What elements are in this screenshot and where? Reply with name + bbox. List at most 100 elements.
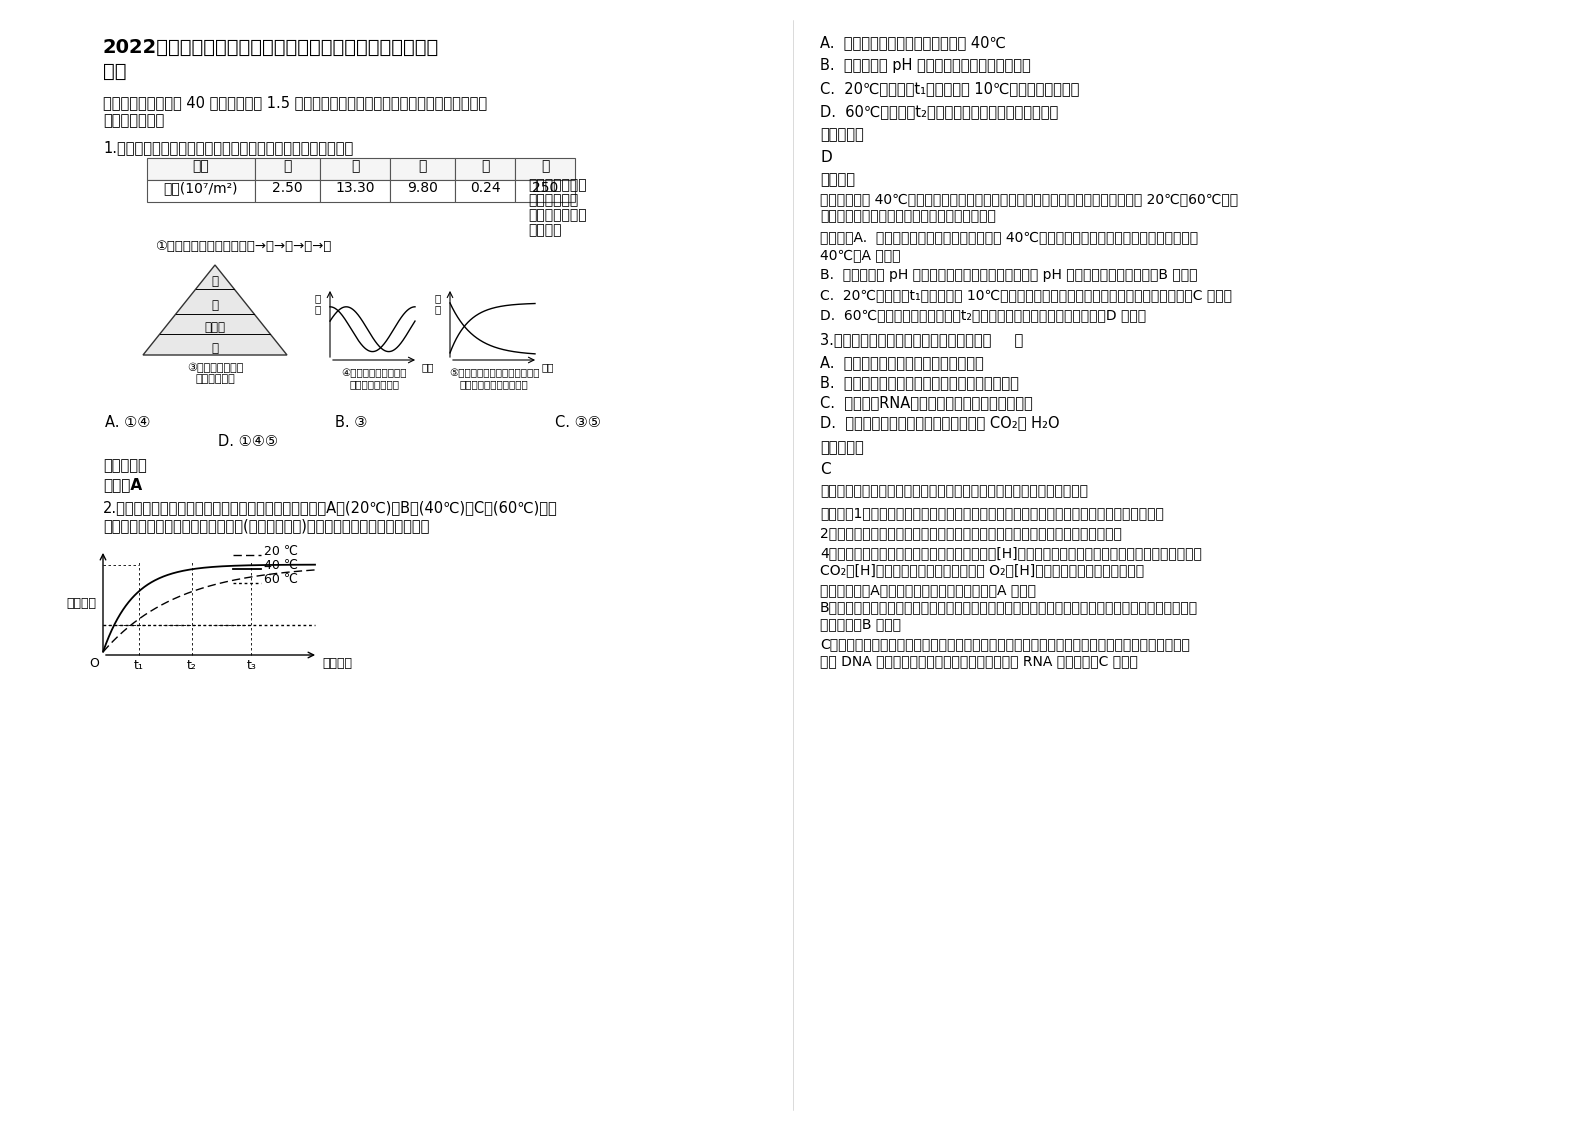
Text: 2、细胞周期：连续分裂的细胞，从一次分裂完成时开始到下次分裂完成时为止。: 2、细胞周期：连续分裂的细胞，从一次分裂完成时开始到下次分裂完成时为止。 [820, 526, 1122, 540]
40 [286, 558, 305, 571]
Text: 乙与丙可能的关系示意图: 乙与丙可能的关系示意图 [460, 379, 528, 389]
60 [94, 618, 113, 632]
Text: 做出的一些分: 做出的一些分 [528, 193, 578, 206]
Text: 0.24: 0.24 [470, 181, 500, 195]
Text: 【详解】A.  实验结果表明在三组设定的温度中 40℃时酶活性最高，但不能说明酶的最适温度是: 【详解】A. 实验结果表明在三组设定的温度中 40℃时酶活性最高，但不能说明酶的… [820, 230, 1198, 243]
Text: 250: 250 [532, 181, 559, 195]
Text: 乙: 乙 [351, 159, 359, 173]
FancyBboxPatch shape [321, 180, 390, 202]
Text: B、神经细胞内的化学成分可以不断更新，但神经细胞是高度分化的细胞，不能进行有丝分裂，故没有: B、神经细胞内的化学成分可以不断更新，但神经细胞是高度分化的细胞，不能进行有丝分… [820, 600, 1198, 614]
Text: 甲: 甲 [211, 298, 219, 312]
Text: t₃: t₃ [246, 659, 257, 672]
20 [94, 644, 113, 657]
Text: A.  实验结果表明该酶的最适温度是 40℃: A. 实验结果表明该酶的最适温度是 40℃ [820, 35, 1006, 50]
Text: C、叶绻体是光合作用的场所，在叶绻体中通过光合作用可把二氧化碳和水合成为葡萄糖，叶绻体中: C、叶绻体是光合作用的场所，在叶绻体中通过光合作用可把二氧化碳和水合成为葡萄糖，… [820, 637, 1190, 651]
Text: D: D [820, 150, 832, 165]
20 [219, 574, 238, 588]
40 [305, 558, 324, 571]
Text: O: O [89, 657, 98, 670]
FancyBboxPatch shape [455, 158, 516, 180]
FancyBboxPatch shape [390, 180, 455, 202]
Text: 时间: 时间 [541, 362, 554, 373]
Text: 定各组在不同反应时间内的产物浓度(其他条件相同)，结果如图。下列分析正确的是: 定各组在不同反应时间内的产物浓度(其他条件相同)，结果如图。下列分析正确的是 [103, 518, 430, 533]
Text: 数
量: 数 量 [314, 293, 321, 314]
40 [94, 645, 113, 659]
Text: 参考答案：: 参考答案： [103, 458, 146, 473]
Text: 数
量: 数 量 [435, 293, 441, 314]
FancyBboxPatch shape [455, 180, 516, 202]
Text: 【考点】细胞器中其他器官的主要功能：线粒体、叶绻体的结构和功能。: 【考点】细胞器中其他器官的主要功能：线粒体、叶绻体的结构和功能。 [820, 484, 1089, 498]
Text: D.  60℃条件下，酶已经失活，t₂时增加底物的量不会改变产物浓度，D 正确。: D. 60℃条件下，酶已经失活，t₂时增加底物的量不会改变产物浓度，D 正确。 [820, 309, 1146, 322]
20 [224, 573, 243, 587]
60 [94, 618, 113, 632]
Text: ⑤该生态系统中除去甲和丁后，: ⑤该生态系统中除去甲和丁后， [449, 368, 540, 378]
Text: CO₂和[H]，释放少量能量；第三阶段是 O₂和[H]反应生成水，释放大量能量。: CO₂和[H]，释放少量能量；第三阶段是 O₂和[H]反应生成水，释放大量能量。 [820, 563, 1144, 577]
FancyBboxPatch shape [516, 158, 574, 180]
FancyBboxPatch shape [256, 158, 321, 180]
Text: 【分析】1、内质网是某些大分子物质的运输通道；加工蛋白质；与糖类、脂质的合成有关。: 【分析】1、内质网是某些大分子物质的运输通道；加工蛋白质；与糖类、脂质的合成有关… [820, 506, 1163, 519]
FancyBboxPatch shape [148, 158, 256, 180]
Text: t₁: t₁ [135, 659, 144, 672]
60 [286, 618, 305, 632]
Text: 甲: 甲 [284, 159, 292, 173]
Text: C. ③⑤: C. ③⑤ [555, 415, 601, 430]
FancyBboxPatch shape [148, 180, 256, 202]
Text: 2.50: 2.50 [273, 181, 303, 195]
Text: 丙: 丙 [419, 159, 427, 173]
Text: 戊: 戊 [211, 342, 219, 356]
Text: 参考答案：: 参考答案： [820, 127, 863, 142]
Text: 种群: 种群 [192, 159, 209, 173]
Text: 13.30: 13.30 [335, 181, 375, 195]
Text: D.  60℃条件下，t₂时增加底物的量不会改变产物浓度: D. 60℃条件下，t₂时增加底物的量不会改变产物浓度 [820, 104, 1059, 119]
Text: 【解答】解：A、性激素是在内质网上合成的，A 错误；: 【解答】解：A、性激素是在内质网上合成的，A 错误； [820, 583, 1036, 597]
Text: D.  线粒体可将葡萄糖彻底氧化分解产生 CO₂和 H₂O: D. 线粒体可将葡萄糖彻底氧化分解产生 CO₂和 H₂O [820, 415, 1060, 430]
40 [273, 558, 292, 571]
40 [94, 643, 113, 656]
Text: A. ①④: A. ①④ [105, 415, 151, 430]
Text: 分析题图：在 40℃时反应到达化学平衡所需要的时间最短，酶的活性最高，其次是 20℃，60℃条件: 分析题图：在 40℃时反应到达化学平衡所需要的时间最短，酶的活性最高，其次是 2… [820, 192, 1238, 206]
60 [224, 618, 243, 632]
Text: C.  20℃条件下，t₁时温度提高 10℃，产物浓度不再增加，因为此时反应物已经消耗完，C 错误；: C. 20℃条件下，t₁时温度提高 10℃，产物浓度不再增加，因为此时反应物已经… [820, 288, 1232, 302]
Line: 40: 40 [103, 564, 314, 652]
Text: C.  葡萄糖、RNA、蛋白质都可以在叶绻体中合成: C. 葡萄糖、RNA、蛋白质都可以在叶绻体中合成 [820, 395, 1033, 410]
Text: 1.若一个相对封闭的生态系统中有五个种群，其能量调查如下：: 1.若一个相对封闭的生态系统中有五个种群，其能量调查如下： [103, 140, 354, 155]
Text: ③生态系统的能量: ③生态系统的能量 [187, 364, 243, 374]
Text: 含有 DNA 和核糖体，可通过转录和翻译分别产生 RNA 和蛋白质，C 正确；: 含有 DNA 和核糖体，可通过转录和翻译分别产生 RNA 和蛋白质，C 正确； [820, 654, 1138, 668]
40 [219, 559, 238, 572]
40 [224, 559, 243, 572]
Text: 40℃，A 错误；: 40℃，A 错误； [820, 248, 900, 263]
Text: 2.为了研究温度对某种酶活性的影响，设置三个实验组：A组(20℃)、B组(40℃)和C组(60℃)，测: 2.为了研究温度对某种酶活性的影响，设置三个实验组：A组(20℃)、B组(40℃… [103, 500, 557, 515]
Text: 丁: 丁 [481, 159, 489, 173]
Text: 解析: 解析 [103, 62, 127, 81]
Text: t₂: t₂ [187, 659, 197, 672]
Text: 下面是根据数据: 下面是根据数据 [528, 178, 587, 192]
FancyBboxPatch shape [321, 158, 390, 180]
FancyBboxPatch shape [390, 158, 455, 180]
Text: ①该生态系统的食物链是戊→乙→丙→甲→丁: ①该生态系统的食物链是戊→乙→丙→甲→丁 [156, 240, 332, 252]
Text: 细胞周期，B 错误；: 细胞周期，B 错误； [820, 617, 901, 631]
40 [219, 559, 238, 572]
FancyBboxPatch shape [256, 180, 321, 202]
Text: 反应时间: 反应时间 [322, 657, 352, 670]
Text: B.  实验过程中 pH 的变化不会对该实验产生影响: B. 实验过程中 pH 的变化不会对该实验产生影响 [820, 58, 1030, 73]
Text: A.  性激素主要由内质网上的核糖体合成: A. 性激素主要由内质网上的核糖体合成 [820, 355, 984, 370]
Text: 20 ℃: 20 ℃ [263, 544, 298, 558]
Text: B. ③: B. ③ [335, 415, 367, 430]
60 [273, 618, 292, 632]
20 [273, 567, 292, 580]
60 [305, 618, 324, 632]
Text: 2022年河南省信阳市北岗第二高级中学高三生物模拟试题含: 2022年河南省信阳市北岗第二高级中学高三生物模拟试题含 [103, 38, 440, 57]
20 [219, 574, 238, 588]
Text: 析，其中最可能: 析，其中最可能 [528, 208, 587, 222]
Text: C.  20℃条件下，t₁时温度提高 10℃，产物浓度会增加: C. 20℃条件下，t₁时温度提高 10℃，产物浓度会增加 [820, 81, 1079, 96]
20 [305, 563, 324, 577]
Text: 错误的是: 错误的是 [528, 223, 562, 237]
20 [286, 564, 305, 578]
20 [94, 645, 113, 659]
Text: 答案：A: 答案：A [103, 477, 143, 493]
Text: 3.关于细胞结构和功能的说法，正确的是（     ）: 3.关于细胞结构和功能的说法，正确的是（ ） [820, 332, 1024, 347]
Text: D. ①④⑤: D. ①④⑤ [217, 434, 278, 449]
FancyBboxPatch shape [516, 180, 574, 202]
Text: 下，产物浓度不改变，说明高温使酶已经失活。: 下，产物浓度不改变，说明高温使酶已经失活。 [820, 209, 997, 223]
Polygon shape [143, 265, 287, 355]
